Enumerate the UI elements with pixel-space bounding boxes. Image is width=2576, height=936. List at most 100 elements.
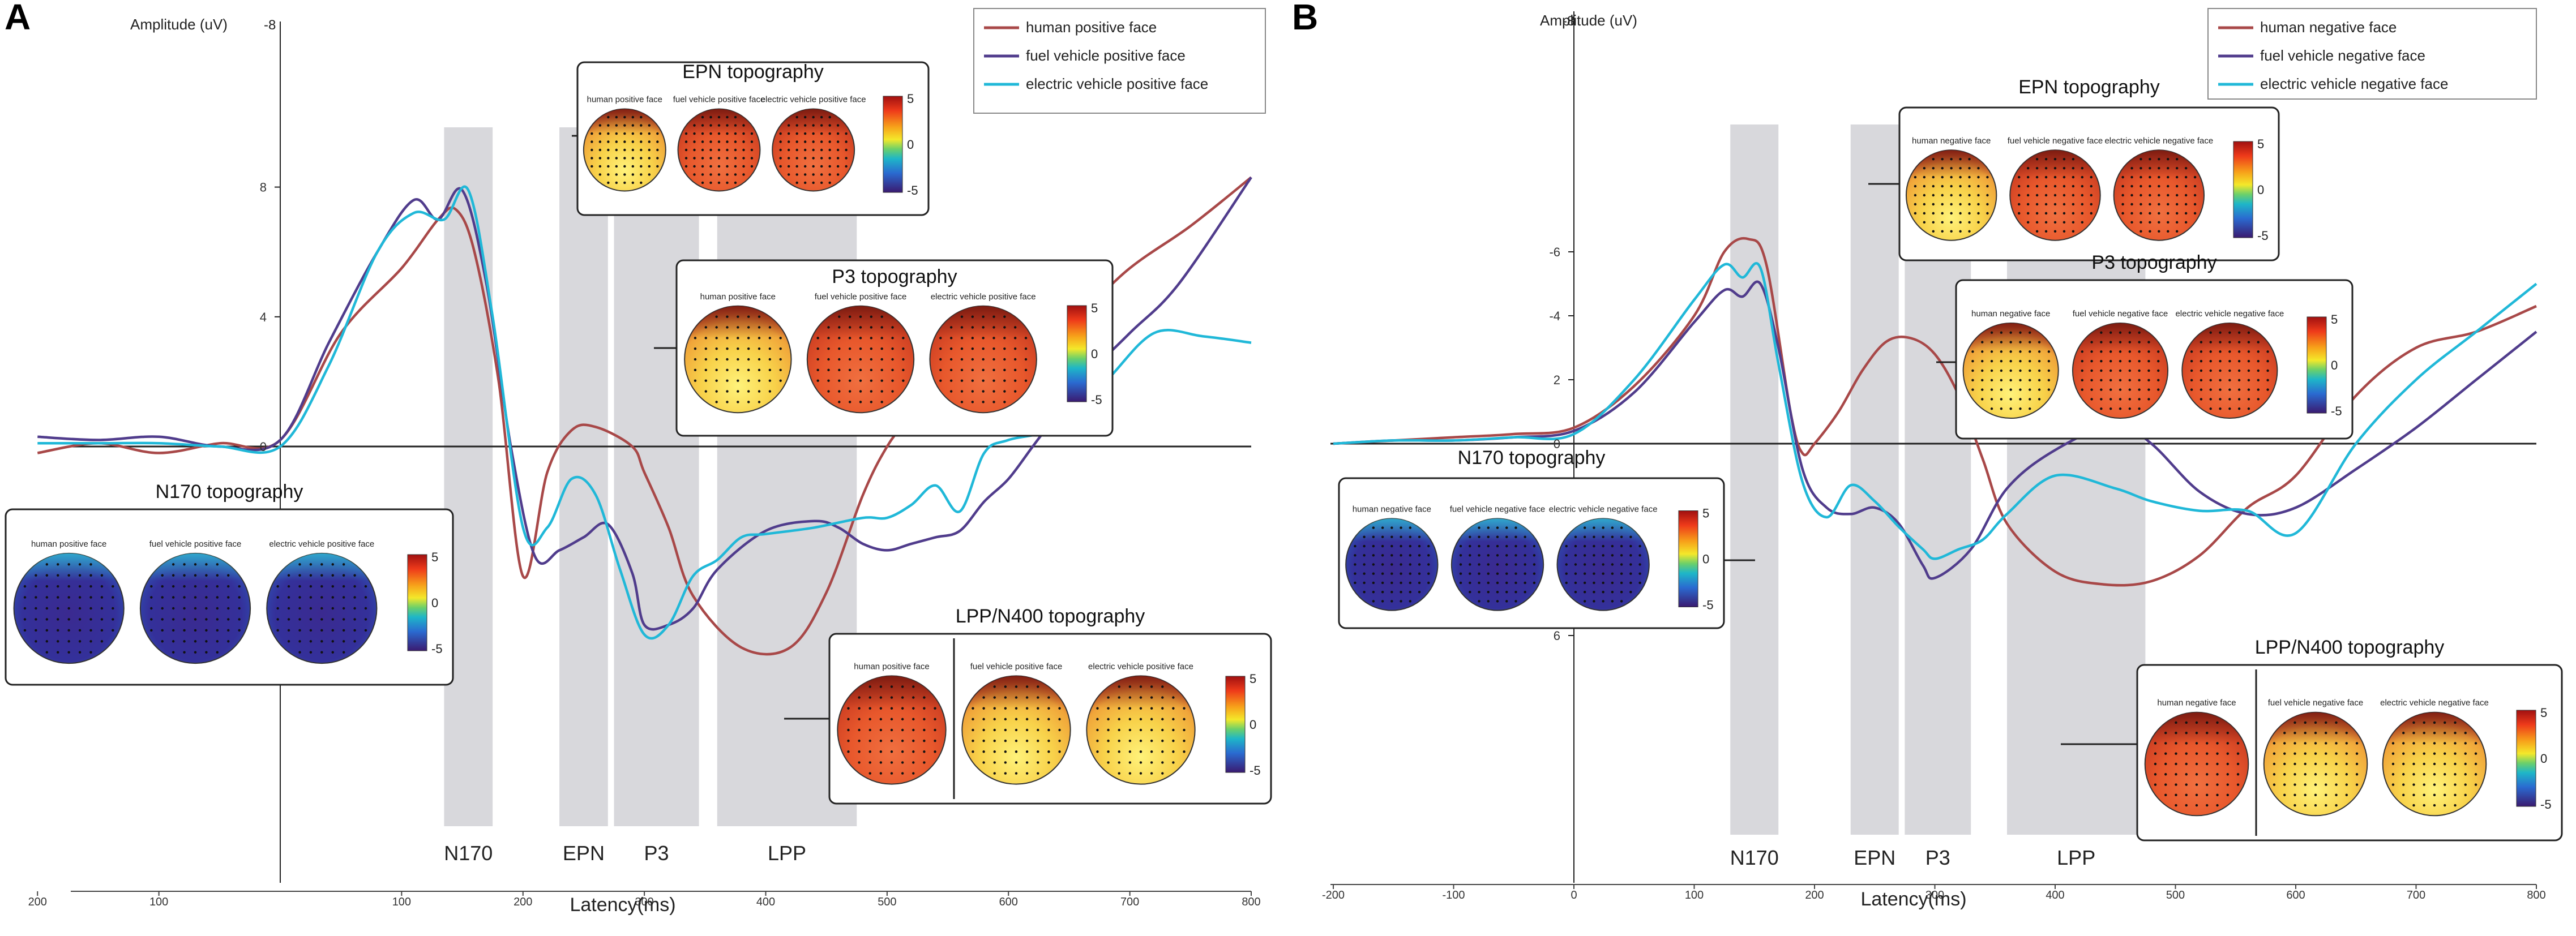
electrode-dot <box>1524 563 1526 566</box>
time-window-n170 <box>1730 124 1779 835</box>
electrode-dot <box>320 607 323 610</box>
electrode-dot <box>859 368 862 372</box>
electrode-dot <box>2053 203 2057 206</box>
electrode-dot <box>2176 184 2179 188</box>
electrode-dot <box>1977 194 1980 197</box>
electrode-dot <box>161 618 164 621</box>
electrode-dot <box>836 132 840 135</box>
x-tick-label: 500 <box>2166 889 2185 901</box>
electrode-dot <box>2209 331 2212 334</box>
electrode-dot <box>1004 696 1007 699</box>
electrode-dot <box>2293 773 2296 776</box>
electrode-dot <box>715 337 718 340</box>
electrode-dot <box>631 173 635 176</box>
electrode-dot <box>1602 544 1604 548</box>
electrode-dot <box>2206 721 2209 724</box>
electrode-dot <box>172 640 175 643</box>
electrode-dot <box>726 326 729 329</box>
electrode-dot <box>287 596 290 599</box>
electrode-dot <box>1584 572 1586 575</box>
electrode-dot <box>2000 407 2003 410</box>
electrode-dot <box>890 772 893 775</box>
electrode-dot <box>2149 175 2151 179</box>
electrode-dot <box>845 132 848 135</box>
electrode-dot <box>183 574 186 577</box>
x-tick-label: 100 <box>1685 889 1704 901</box>
electrode-dot <box>2226 752 2229 755</box>
electrode-dot <box>1363 581 1366 585</box>
electrode-dot <box>879 685 883 688</box>
electrode-dot <box>827 326 830 329</box>
electrode-dot <box>1003 358 1006 361</box>
electrode-dot <box>1574 590 1577 594</box>
electrode-dot <box>331 629 334 632</box>
electrode-dot <box>1981 350 1984 353</box>
colorbar-mid-label: 0 <box>431 596 438 610</box>
electrode-dot <box>1025 718 1029 721</box>
electrode-dot <box>150 596 153 599</box>
electrode-dot <box>1381 590 1384 594</box>
electrode-dot <box>298 585 301 588</box>
electrode-dot <box>320 629 323 632</box>
electrode-dot <box>320 651 323 654</box>
electrode-dot <box>623 115 626 119</box>
electrode-dot <box>742 173 745 176</box>
electrode-dot <box>2355 773 2359 776</box>
electrode-dot <box>2402 783 2405 786</box>
electrode-dot <box>992 347 995 350</box>
electrode-dot <box>715 358 718 361</box>
electrode-dot <box>1058 718 1061 721</box>
electrode-dot <box>737 337 739 340</box>
electrode-dot <box>726 401 729 403</box>
electrode-dot <box>737 347 739 350</box>
electrode-dot <box>758 368 761 372</box>
electrode-dot <box>982 315 985 318</box>
electrode-dot <box>2128 350 2132 353</box>
electrode-dot <box>2047 379 2051 382</box>
electrode-dot <box>205 574 208 577</box>
electrode-dot <box>2000 341 2003 344</box>
electrode-dot <box>2266 359 2269 363</box>
electrode-dot <box>972 718 974 721</box>
electrode-dot <box>67 618 70 621</box>
electrode-dot <box>939 358 942 361</box>
electrode-dot <box>868 718 871 721</box>
electrode-dot <box>287 629 290 632</box>
electrode-dot <box>1941 212 1944 215</box>
electrode-dot <box>1514 526 1517 529</box>
electrode-dot <box>238 629 241 632</box>
electrode-dot <box>2154 752 2157 755</box>
electrode-dot <box>870 401 873 403</box>
electrode-dot <box>2109 331 2112 334</box>
electrode-dot <box>2038 369 2041 372</box>
electrode-dot <box>1172 750 1175 753</box>
topography-head-map <box>806 305 915 414</box>
electrode-dot <box>2175 752 2177 755</box>
electrode-dot <box>112 607 114 610</box>
head-map-caption: human negative face <box>1971 309 2050 319</box>
electrode-dot <box>1496 554 1499 557</box>
electrode-dot <box>812 132 815 135</box>
electrode-dot <box>1487 554 1490 557</box>
electrode-dot <box>1469 590 1471 594</box>
electrode-dot <box>787 157 790 160</box>
electrode-dot <box>709 140 712 143</box>
electrode-dot <box>1400 590 1402 594</box>
electrode-dot <box>648 148 651 152</box>
electrode-dot <box>2053 158 2057 161</box>
electrode-dot <box>2402 793 2405 796</box>
electrode-dot <box>1990 350 1993 353</box>
electrode-dot <box>590 148 593 152</box>
electrode-dot <box>1505 572 1508 575</box>
electrode-dot <box>2193 184 2197 188</box>
electrode-dot <box>787 173 790 176</box>
electrode-dot <box>2433 783 2436 786</box>
electrode-dot <box>1037 772 1039 775</box>
head-map-caption: human positive face <box>587 95 662 105</box>
electrode-dot <box>1923 203 1926 206</box>
electrode-dot <box>820 181 823 184</box>
electrode-dot <box>1418 535 1421 539</box>
electrode-dot <box>1524 590 1526 594</box>
electrode-dot <box>227 640 230 643</box>
electrode-dot <box>2009 341 2012 344</box>
